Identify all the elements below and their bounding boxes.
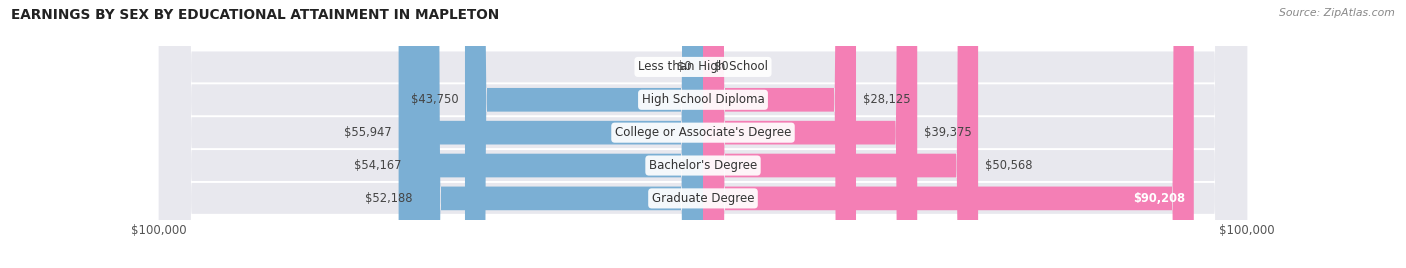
Text: $54,167: $54,167 [354, 159, 402, 172]
FancyBboxPatch shape [703, 0, 979, 268]
Text: Less than High School: Less than High School [638, 60, 768, 73]
FancyBboxPatch shape [159, 0, 1247, 268]
Text: $39,375: $39,375 [924, 126, 972, 139]
Text: $55,947: $55,947 [344, 126, 392, 139]
FancyBboxPatch shape [399, 0, 703, 268]
Text: $50,568: $50,568 [984, 159, 1032, 172]
FancyBboxPatch shape [419, 0, 703, 268]
FancyBboxPatch shape [159, 0, 1247, 268]
FancyBboxPatch shape [703, 0, 917, 268]
FancyBboxPatch shape [703, 0, 1194, 268]
Text: Graduate Degree: Graduate Degree [652, 192, 754, 205]
FancyBboxPatch shape [159, 0, 1247, 268]
Text: EARNINGS BY SEX BY EDUCATIONAL ATTAINMENT IN MAPLETON: EARNINGS BY SEX BY EDUCATIONAL ATTAINMEN… [11, 8, 499, 22]
Text: $0: $0 [678, 60, 692, 73]
Text: $0: $0 [714, 60, 728, 73]
Text: College or Associate's Degree: College or Associate's Degree [614, 126, 792, 139]
FancyBboxPatch shape [465, 0, 703, 268]
FancyBboxPatch shape [159, 0, 1247, 268]
Text: $90,208: $90,208 [1133, 192, 1185, 205]
FancyBboxPatch shape [408, 0, 703, 268]
Text: Bachelor's Degree: Bachelor's Degree [650, 159, 756, 172]
Text: Source: ZipAtlas.com: Source: ZipAtlas.com [1279, 8, 1395, 18]
Text: $28,125: $28,125 [862, 93, 910, 106]
Text: $43,750: $43,750 [411, 93, 458, 106]
Text: High School Diploma: High School Diploma [641, 93, 765, 106]
FancyBboxPatch shape [159, 0, 1247, 268]
Text: $52,188: $52,188 [366, 192, 412, 205]
FancyBboxPatch shape [703, 0, 856, 268]
